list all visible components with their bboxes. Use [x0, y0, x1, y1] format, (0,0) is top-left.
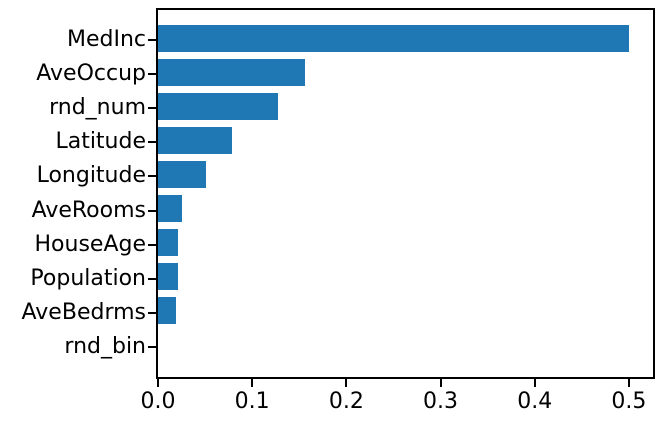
- y-tick-mark: [148, 141, 156, 144]
- x-tick-mark: [157, 379, 159, 387]
- y-tick-mark: [148, 277, 156, 280]
- bar-AveOccup: [158, 58, 305, 86]
- y-tick-label-rnd_num: rnd_num: [49, 95, 146, 121]
- y-tick-label-AveOccup: AveOccup: [36, 61, 146, 87]
- bar-HouseAge: [158, 228, 178, 257]
- y-tick-mark: [148, 73, 156, 76]
- bar-AveRooms: [158, 194, 182, 223]
- y-tick-mark: [148, 39, 156, 42]
- bar-Latitude: [158, 126, 233, 155]
- y-tick-label-MedInc: MedInc: [66, 27, 146, 53]
- bar-rnd_num: [158, 92, 278, 120]
- x-tick-mark: [345, 379, 348, 387]
- y-tick-label-Latitude: Latitude: [55, 129, 146, 155]
- plot-area: [156, 8, 655, 379]
- y-tick-mark: [148, 209, 156, 212]
- y-tick-label-rnd_bin: rnd_bin: [64, 333, 146, 359]
- y-tick-label-AveRooms: AveRooms: [31, 197, 146, 223]
- x-tick-mark: [251, 379, 254, 387]
- x-tick-label-0.5: 0.5: [611, 389, 647, 414]
- x-tick-label-0.4: 0.4: [517, 389, 553, 414]
- x-tick-mark: [533, 379, 536, 387]
- x-tick-mark: [627, 379, 630, 387]
- x-tick-label-0.0: 0.0: [140, 389, 176, 414]
- bar-Population: [158, 262, 178, 291]
- y-tick-mark: [148, 175, 156, 178]
- y-tick-label-HouseAge: HouseAge: [34, 231, 147, 257]
- y-tick-label-Population: Population: [30, 265, 146, 291]
- y-tick-label-AveBedrms: AveBedrms: [21, 299, 146, 325]
- y-tick-mark: [148, 345, 156, 348]
- x-tick-mark: [439, 379, 442, 387]
- x-tick-label-0.3: 0.3: [423, 389, 459, 414]
- x-tick-label-0.2: 0.2: [328, 389, 364, 414]
- bar-AveBedrms: [158, 297, 176, 325]
- y-tick-mark: [148, 311, 156, 314]
- bar-MedInc: [158, 24, 629, 52]
- x-tick-label-0.1: 0.1: [234, 389, 270, 414]
- y-tick-label-Longitude: Longitude: [36, 163, 146, 189]
- y-tick-mark: [148, 107, 156, 110]
- y-tick-mark: [148, 243, 156, 246]
- bar-Longitude: [158, 160, 207, 189]
